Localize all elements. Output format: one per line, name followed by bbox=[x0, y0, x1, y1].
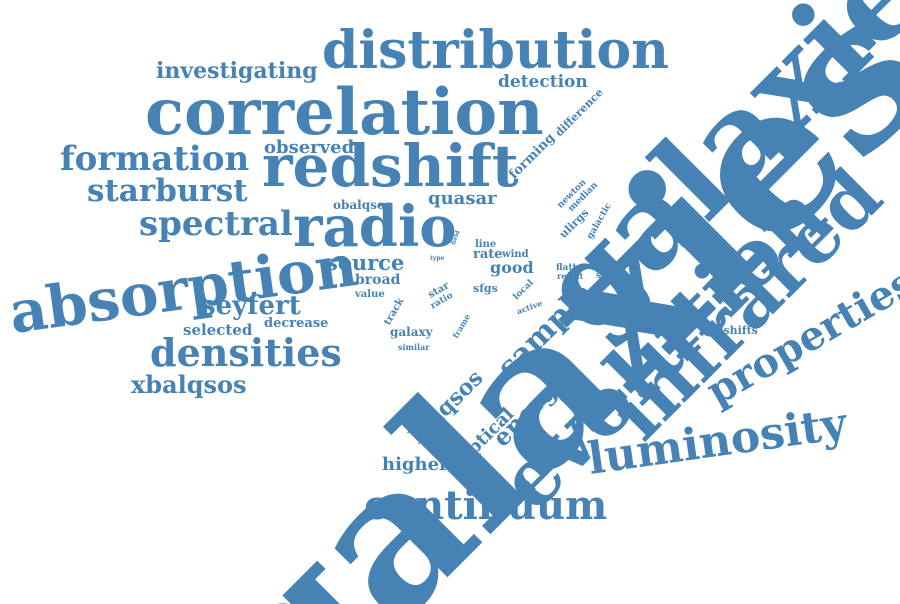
cloud-word: higher bbox=[382, 454, 449, 475]
cloud-word: densities bbox=[150, 330, 342, 375]
cloud-word: decrease bbox=[264, 316, 329, 331]
cloud-word: broad bbox=[355, 272, 401, 288]
cloud-word: spectral bbox=[139, 204, 293, 244]
cloud-word: sfgs bbox=[473, 282, 498, 295]
cloud-word: value bbox=[355, 289, 385, 300]
cloud-word: difference bbox=[552, 85, 606, 140]
cloud-word: quasar bbox=[428, 188, 497, 209]
cloud-word: redshift bbox=[262, 132, 519, 200]
cloud-word: starburst bbox=[87, 173, 248, 209]
cloud-word: rate bbox=[473, 247, 503, 262]
cloud-word: track bbox=[382, 296, 407, 328]
cloud-word: line bbox=[475, 239, 497, 250]
cloud-word: galaxy bbox=[390, 325, 433, 339]
cloud-word: investigating bbox=[156, 58, 318, 84]
cloud-word: redshifts bbox=[703, 324, 758, 337]
cloud-word: correlation bbox=[145, 75, 544, 150]
cloud-word: continuum bbox=[364, 482, 608, 529]
cloud-word: detection bbox=[498, 72, 588, 92]
cloud-word: distribution bbox=[322, 20, 669, 81]
cloud-word: good bbox=[490, 258, 534, 277]
cloud-word: radio bbox=[293, 194, 457, 260]
cloud-word: xbalqsos bbox=[131, 370, 247, 399]
cloud-word: seyfert bbox=[201, 291, 301, 321]
cloud-word: type bbox=[430, 255, 445, 262]
cloud-word: selected bbox=[183, 321, 253, 339]
cloud-word: obalqsos bbox=[333, 198, 392, 212]
cloud-word: flatter bbox=[556, 263, 588, 273]
cloud-word: formation bbox=[60, 139, 250, 179]
cloud-word: observed bbox=[264, 137, 355, 158]
cloud-word: wind bbox=[502, 249, 529, 260]
cloud-word: similar bbox=[398, 342, 430, 352]
cloud-word: source bbox=[326, 250, 405, 275]
cloud-word: result bbox=[557, 271, 584, 281]
cloud-word: survey bbox=[596, 271, 629, 281]
